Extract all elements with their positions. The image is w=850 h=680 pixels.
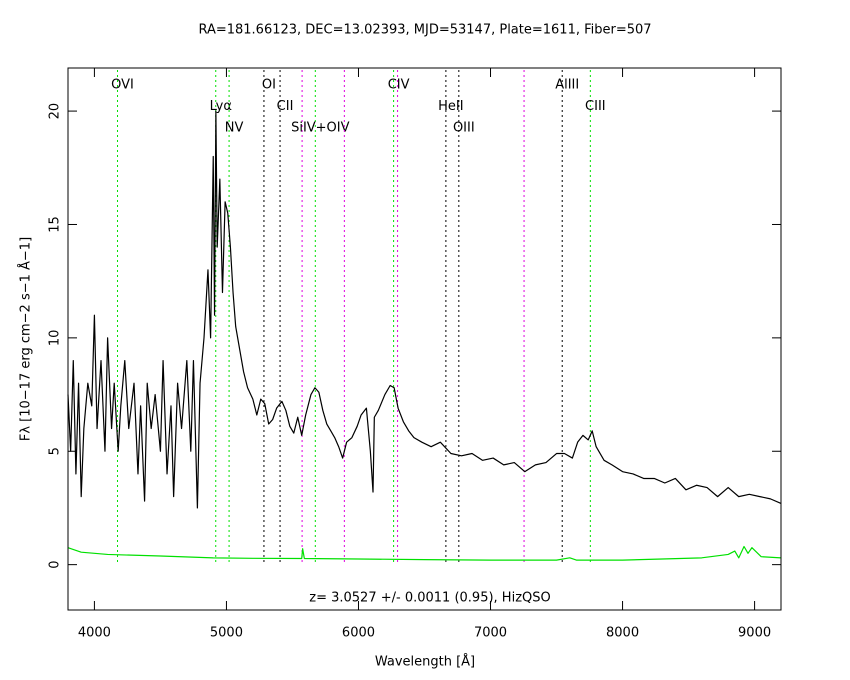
y-tick-label: 0 (48, 561, 63, 569)
x-tick-label: 5000 (210, 626, 243, 641)
x-axis-label: Wavelength [Å] (375, 654, 475, 670)
feature-label: CIII (585, 99, 606, 114)
plot-frame (67, 67, 782, 611)
x-tick-label: 7000 (474, 626, 507, 641)
feature-label: OI (262, 78, 276, 93)
y-tick-label: 15 (48, 216, 63, 233)
chart-title: RA=181.66123, DEC=13.02393, MJD=53147, P… (198, 23, 651, 38)
feature-label: CIV (388, 78, 410, 93)
y-tick-label: 20 (48, 103, 63, 120)
annotation: z= 3.0527 +/- 0.0011 (0.95), HizQSO (309, 591, 550, 606)
y-axis-label: Fλ [10−17 erg cm−2 s−1 Å−1] (18, 237, 34, 441)
feature-label: AlIII (555, 78, 579, 93)
spectrum-line (67, 110, 782, 509)
feature-label: CII (277, 99, 294, 114)
y-tick-label: 5 (48, 447, 63, 455)
feature-label: OVI (111, 78, 134, 93)
x-tick-label: 9000 (738, 626, 771, 641)
x-tick-label: 4000 (78, 626, 111, 641)
feature-label: SiIV+OIV (291, 121, 350, 136)
spectrum-line (67, 545, 782, 561)
feature-label: HeII (438, 99, 463, 114)
x-tick-label: 8000 (606, 626, 639, 641)
x-tick-label: 6000 (342, 626, 375, 641)
y-tick-label: 10 (48, 330, 63, 347)
feature-label: Lyα (210, 99, 232, 114)
feature-label: NV (225, 121, 244, 136)
feature-label: OIII (453, 121, 475, 136)
